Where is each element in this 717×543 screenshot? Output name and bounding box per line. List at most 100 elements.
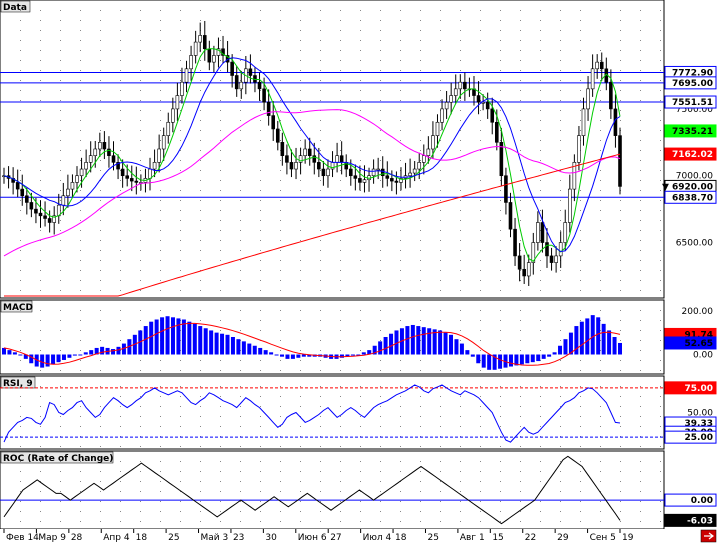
price-candle-body <box>531 242 536 263</box>
price-candle-body <box>335 155 339 163</box>
rsi-line <box>3 384 621 443</box>
price-candle-body <box>536 222 540 243</box>
price-value-badge-text: 7162.02 <box>672 150 713 160</box>
macd-histogram-bar <box>209 330 214 355</box>
price-candle-body <box>431 135 435 150</box>
macd-histogram-bar <box>618 342 622 355</box>
macd-histogram-bar <box>258 347 263 355</box>
macd-value-badge-text: 91.74 <box>685 330 713 340</box>
macd-histogram-bar <box>579 321 584 355</box>
price-candle-body <box>408 172 412 177</box>
macd-histogram-bar <box>160 317 165 355</box>
macd-histogram-bar <box>100 346 105 355</box>
macd-histogram-bar <box>541 354 546 359</box>
macd-histogram-bar <box>378 341 383 355</box>
price-candle-body <box>29 202 34 210</box>
price-value-badge: ▼ 6920.00 <box>662 179 717 193</box>
price-moving-average-line <box>3 48 621 262</box>
macd-histogram-bar <box>116 346 121 355</box>
price-candle-body <box>358 178 362 183</box>
macd-histogram-bar <box>176 318 181 355</box>
price-moving-average-line <box>3 57 621 253</box>
price-candle-body <box>216 48 221 56</box>
macd-histogram-bar <box>568 332 573 355</box>
x-axis-tick-label: Июн 6 <box>298 533 327 543</box>
macd-histogram-bar <box>508 354 513 367</box>
macd-histogram-bar <box>241 341 246 355</box>
price-value-badge: 7551.51 <box>664 95 717 109</box>
macd-histogram-bar <box>503 354 508 368</box>
price-candle-body <box>20 188 25 197</box>
macd-histogram-bar <box>525 354 530 364</box>
price-candle-body <box>257 81 262 90</box>
rsi-grid <box>20 386 661 447</box>
x-axis-tick-label: 15 <box>492 533 503 543</box>
price-candle-body <box>599 61 604 70</box>
corner-menu-icon[interactable] <box>700 529 717 543</box>
price-candle-body <box>248 68 253 76</box>
price-candle-body <box>134 180 139 183</box>
macd-y-tick-label: 0.00 <box>693 351 713 361</box>
price-candle-body <box>572 162 577 190</box>
macd-histogram-bar <box>389 333 394 355</box>
price-candle-body <box>212 55 216 63</box>
roc-panel: ROC (Rate of Change) <box>0 450 665 530</box>
price-candle-body <box>380 168 385 177</box>
price-candle-body <box>230 61 234 76</box>
price-candle-body <box>52 215 56 223</box>
price-value-badge: 7695.00 <box>664 76 717 90</box>
roc-value-badge-text: 0.00 <box>691 496 713 506</box>
macd-histogram-bar <box>198 326 203 355</box>
price-candle-body <box>34 208 38 214</box>
x-axis-tick-label: 29 <box>557 533 569 543</box>
price-candle-body <box>568 188 572 223</box>
price-candle-body <box>421 155 426 163</box>
macd-histogram-bar <box>252 345 257 355</box>
price-candle-body <box>321 168 326 177</box>
price-candle-body <box>371 168 376 177</box>
price-candle-body <box>75 175 79 183</box>
macd-histogram-bar <box>372 345 377 355</box>
price-candle-body <box>111 155 116 163</box>
price-candle-body <box>116 162 120 170</box>
x-axis-tick-label: 25 <box>427 533 438 543</box>
macd-histogram-bar <box>111 349 116 355</box>
macd-histogram-bar <box>454 339 459 355</box>
price-candle-body <box>184 68 189 83</box>
macd-histogram-bar <box>367 350 372 355</box>
macd-histogram-bar <box>356 354 361 356</box>
macd-histogram-bar <box>438 330 443 355</box>
x-axis-tick-label: 30 <box>265 533 277 543</box>
macd-histogram-bar <box>269 352 274 355</box>
macd-histogram-bar <box>361 352 366 355</box>
macd-histogram-bar <box>220 333 225 355</box>
macd-histogram-bar <box>40 354 45 368</box>
price-candle-body <box>353 175 358 179</box>
macd-histogram-bar <box>45 354 50 367</box>
x-axis-tick-label: 18 <box>395 533 407 543</box>
macd-histogram-bar <box>574 326 579 355</box>
price-candle-body <box>586 88 590 110</box>
macd-histogram-bar <box>607 330 612 355</box>
macd-histogram-bar <box>225 334 230 355</box>
price-candle-body <box>307 148 312 156</box>
macd-histogram-bar <box>514 354 519 366</box>
macd-histogram-bar <box>154 319 159 355</box>
x-axis-tick-label: Авг 1 <box>460 533 485 543</box>
price-candle-body <box>129 178 134 182</box>
macd-histogram-bar <box>552 352 557 355</box>
price-candle-body <box>102 142 107 150</box>
rsi-value-badge-text: 39.33 <box>685 419 713 429</box>
price-moving-average-line <box>4 153 621 297</box>
roc-value-badge-text: -6.03 <box>687 516 713 526</box>
macd-histogram-bar <box>416 326 421 355</box>
macd-grid <box>20 310 661 371</box>
price-candle-body <box>189 55 193 70</box>
price-candle-body <box>339 155 344 163</box>
macd-histogram-bar <box>536 354 541 362</box>
x-axis-tick-label: Фев 14 <box>6 533 39 543</box>
price-candle-body <box>88 155 93 163</box>
roc-line <box>3 455 621 525</box>
macd-histogram-bar <box>263 350 268 355</box>
price-candle-body <box>312 155 317 163</box>
